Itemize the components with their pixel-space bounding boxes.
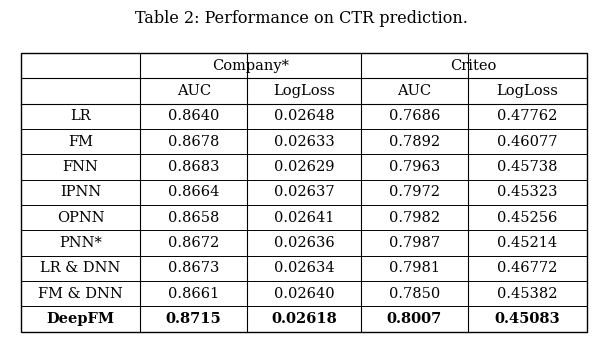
Text: 0.7963: 0.7963: [389, 160, 440, 174]
Text: 0.02640: 0.02640: [274, 287, 334, 301]
Text: 0.02637: 0.02637: [274, 185, 334, 199]
Text: LogLoss: LogLoss: [273, 84, 335, 98]
Text: 0.02618: 0.02618: [271, 312, 337, 326]
Text: 0.8715: 0.8715: [166, 312, 222, 326]
Text: 0.7982: 0.7982: [389, 211, 440, 225]
Text: AUC: AUC: [397, 84, 432, 98]
Text: FNN: FNN: [63, 160, 98, 174]
Text: 0.8678: 0.8678: [168, 135, 219, 149]
Text: 0.02629: 0.02629: [274, 160, 334, 174]
Text: 0.7981: 0.7981: [389, 261, 440, 275]
Text: 0.02648: 0.02648: [274, 109, 334, 123]
Text: 0.45256: 0.45256: [497, 211, 557, 225]
Text: 0.8664: 0.8664: [168, 185, 219, 199]
Text: DeepFM: DeepFM: [46, 312, 114, 326]
Text: 0.02641: 0.02641: [274, 211, 334, 225]
Text: AUC: AUC: [176, 84, 211, 98]
Text: FM: FM: [68, 135, 93, 149]
Text: FM & DNN: FM & DNN: [38, 287, 123, 301]
Text: LR: LR: [70, 109, 91, 123]
Text: 0.47762: 0.47762: [497, 109, 557, 123]
Text: 0.8673: 0.8673: [168, 261, 219, 275]
Text: 0.02633: 0.02633: [274, 135, 334, 149]
Text: OPNN: OPNN: [57, 211, 104, 225]
Text: 0.46077: 0.46077: [497, 135, 558, 149]
Text: 0.45323: 0.45323: [497, 185, 558, 199]
Text: 0.8658: 0.8658: [168, 211, 219, 225]
Text: LR & DNN: LR & DNN: [40, 261, 120, 275]
Text: 0.45214: 0.45214: [497, 236, 557, 250]
Text: 0.45382: 0.45382: [497, 287, 558, 301]
Text: 0.02636: 0.02636: [274, 236, 334, 250]
Text: 0.46772: 0.46772: [497, 261, 557, 275]
Text: Criteo: Criteo: [450, 59, 497, 73]
Text: 0.7850: 0.7850: [389, 287, 440, 301]
Text: IPNN: IPNN: [60, 185, 101, 199]
Text: 0.8683: 0.8683: [168, 160, 219, 174]
Text: 0.8640: 0.8640: [168, 109, 219, 123]
Text: LogLoss: LogLoss: [497, 84, 559, 98]
Text: 0.45083: 0.45083: [495, 312, 560, 326]
Text: PNN*: PNN*: [59, 236, 102, 250]
Text: Company*: Company*: [212, 59, 289, 73]
Text: 0.8007: 0.8007: [386, 312, 442, 326]
Text: 0.8672: 0.8672: [168, 236, 219, 250]
Text: 0.7987: 0.7987: [389, 236, 440, 250]
Text: 0.7972: 0.7972: [389, 185, 440, 199]
Text: 0.7892: 0.7892: [389, 135, 440, 149]
Text: Table 2: Performance on CTR prediction.: Table 2: Performance on CTR prediction.: [135, 10, 467, 27]
Text: 0.45738: 0.45738: [497, 160, 558, 174]
Text: 0.8661: 0.8661: [168, 287, 219, 301]
Text: 0.7686: 0.7686: [389, 109, 440, 123]
Text: 0.02634: 0.02634: [274, 261, 334, 275]
